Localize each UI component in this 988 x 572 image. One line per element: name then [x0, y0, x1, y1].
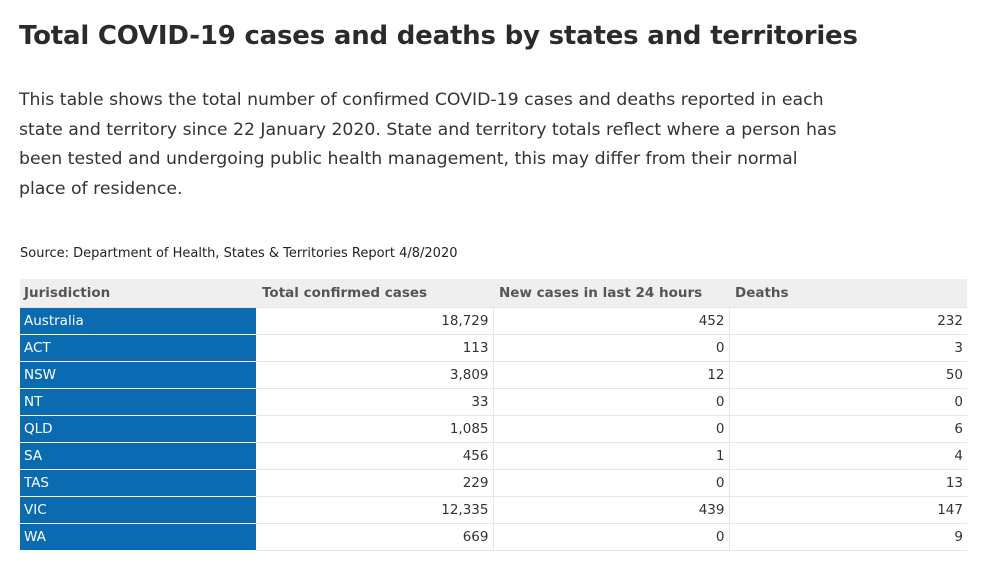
- table-row: NT 33 0 0: [20, 388, 967, 416]
- new-cases-cell: 0: [493, 415, 730, 443]
- jurisdiction-cell: Australia: [20, 307, 256, 335]
- intro-paragraph: This table shows the total number of con…: [19, 90, 837, 200]
- new-cases-cell: 0: [493, 469, 730, 497]
- new-cases-cell: 1: [493, 442, 730, 470]
- deaths-cell: 13: [729, 469, 967, 497]
- total-cases-cell: 12,335: [256, 496, 494, 524]
- header-row: Jurisdiction Total confirmed cases New c…: [20, 279, 967, 308]
- new-cases-cell: 0: [493, 334, 730, 362]
- deaths-cell: 50: [729, 361, 967, 389]
- jurisdiction-cell: QLD: [20, 415, 256, 443]
- deaths-cell: 9: [729, 523, 967, 551]
- total-cases-cell: 229: [256, 469, 494, 497]
- table-header: Jurisdiction Total confirmed cases New c…: [20, 279, 967, 308]
- jurisdiction-cell: TAS: [20, 469, 256, 497]
- page-title: Total COVID-19 cases and deaths by state…: [19, 21, 858, 51]
- new-cases-cell: 0: [493, 388, 730, 416]
- source-caption: Source: Department of Health, States & T…: [20, 246, 458, 261]
- jurisdiction-cell: VIC: [20, 496, 256, 524]
- table-row: NSW 3,809 12 50: [20, 361, 967, 389]
- table-row: VIC 12,335 439 147: [20, 496, 967, 524]
- jurisdiction-cell: NSW: [20, 361, 256, 389]
- header-new-cases-24h: New cases in last 24 hours: [493, 279, 729, 308]
- total-cases-cell: 113: [256, 334, 494, 362]
- deaths-cell: 3: [729, 334, 967, 362]
- table-row: WA 669 0 9: [20, 523, 967, 551]
- covid-cases-table: Jurisdiction Total confirmed cases New c…: [20, 279, 967, 551]
- deaths-cell: 4: [729, 442, 967, 470]
- table-body: Australia 18,729 452 232 ACT 113 0 3 NSW…: [20, 307, 967, 551]
- new-cases-cell: 452: [493, 307, 730, 335]
- header-total-confirmed-cases: Total confirmed cases: [256, 279, 493, 308]
- jurisdiction-cell: ACT: [20, 334, 256, 362]
- jurisdiction-cell: SA: [20, 442, 256, 470]
- deaths-cell: 6: [729, 415, 967, 443]
- new-cases-cell: 0: [493, 523, 730, 551]
- table-row: TAS 229 0 13: [20, 469, 967, 497]
- jurisdiction-cell: WA: [20, 523, 256, 551]
- header-deaths: Deaths: [729, 279, 967, 308]
- new-cases-cell: 12: [493, 361, 730, 389]
- table-row: QLD 1,085 0 6: [20, 415, 967, 443]
- total-cases-cell: 18,729: [256, 307, 494, 335]
- deaths-cell: 232: [729, 307, 967, 335]
- deaths-cell: 147: [729, 496, 967, 524]
- deaths-cell: 0: [729, 388, 967, 416]
- header-jurisdiction: Jurisdiction: [20, 279, 256, 308]
- total-cases-cell: 33: [256, 388, 494, 416]
- total-cases-cell: 456: [256, 442, 494, 470]
- jurisdiction-cell: NT: [20, 388, 256, 416]
- table-row: SA 456 1 4: [20, 442, 967, 470]
- new-cases-cell: 439: [493, 496, 730, 524]
- total-cases-cell: 669: [256, 523, 494, 551]
- total-cases-cell: 3,809: [256, 361, 494, 389]
- table-row: ACT 113 0 3: [20, 334, 967, 362]
- table-row: Australia 18,729 452 232: [20, 307, 967, 335]
- total-cases-cell: 1,085: [256, 415, 494, 443]
